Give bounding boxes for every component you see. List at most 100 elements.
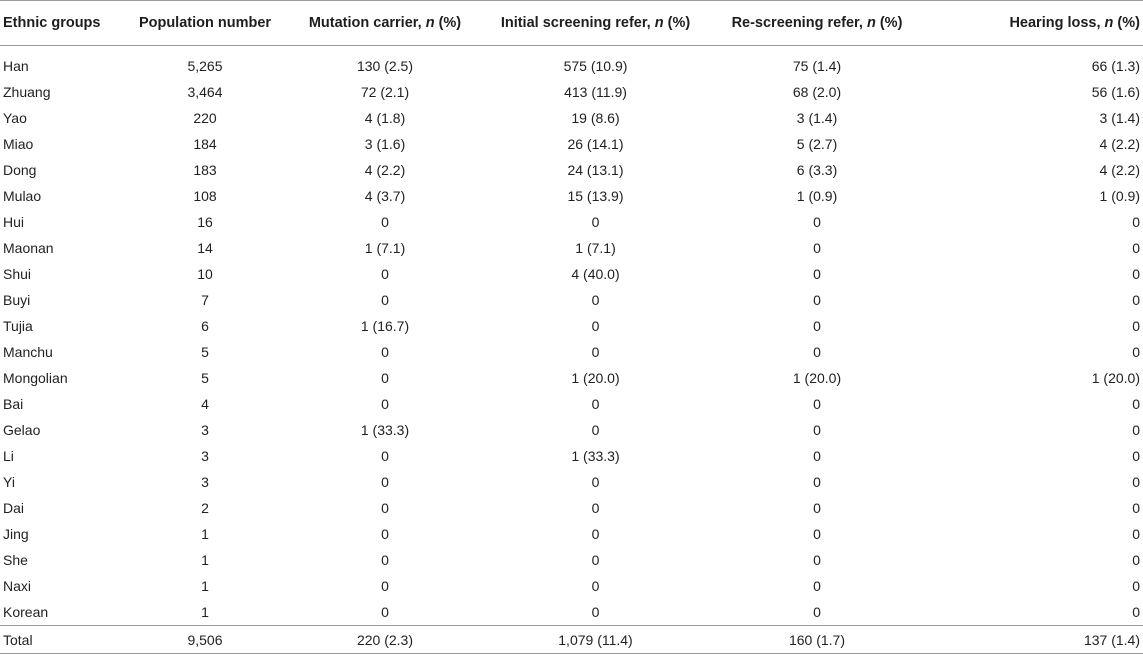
cell-mutation-carrier: 0 <box>381 292 389 308</box>
cell-re-screening-refer: 6 (3.3) <box>796 162 838 178</box>
cell-population-number: 3 <box>201 474 209 490</box>
cell-ethnic-group: Tujia <box>3 318 33 334</box>
cell-re-screening-refer: 0 <box>813 500 821 516</box>
cell-mutation-carrier: 0 <box>381 604 389 620</box>
cell-re-screening-refer: 3 (1.4) <box>796 110 838 126</box>
header-population-number: Population number <box>120 0 290 46</box>
cell-initial-screening-refer: 0 <box>591 214 600 230</box>
cell-initial-screening-refer: 19 (8.6) <box>571 110 620 126</box>
cell-re-screening-refer: 0 <box>813 240 821 256</box>
cell-mutation-carrier: 0 <box>381 396 389 412</box>
cell-initial-screening-refer: 4 (40.0) <box>571 266 620 282</box>
cell-initial-screening-refer: 0 <box>591 292 600 308</box>
header-row: Ethnic groups Population number Mutation… <box>0 0 1143 46</box>
cell-population-number: 9,506 <box>120 625 290 654</box>
cell-ethnic-group: Mongolian <box>3 370 68 386</box>
cell-hearing-loss: 0 <box>1132 526 1140 542</box>
cell-hearing-loss: 4 (2.2) <box>1099 136 1140 152</box>
cell-population-number: 7 <box>201 292 209 308</box>
table-body: Han 5,265 130 (2.5) 575 (10.9) 75 (1.4) 66 (1… <box>0 46 1143 654</box>
cell-re-screening-refer: 0 <box>813 396 821 412</box>
cell-hearing-loss: 1 (0.9) <box>1099 188 1140 204</box>
cell-population-number: 4 <box>201 396 209 412</box>
cell-hearing-loss: 0 <box>1132 344 1140 360</box>
cell-initial-screening-refer: 413 (11.9) <box>564 84 627 100</box>
cell-ethnic-group: Manchu <box>3 344 53 360</box>
cell-population-number: 108 <box>193 188 217 204</box>
cell-ethnic-group: Jing <box>3 526 29 542</box>
table-row: Dai 2 0 0 0 0 <box>0 495 1143 521</box>
cell-population-number: 5 <box>201 344 209 360</box>
cell-population-number: 3 <box>201 448 209 464</box>
cell-re-screening-refer: 1 (20.0) <box>792 370 842 386</box>
cell-mutation-carrier: 0 <box>381 266 389 282</box>
cell-population-number: 5,265 <box>187 58 223 74</box>
cell-ethnic-group: Li <box>3 448 14 464</box>
cell-mutation-carrier: 0 <box>381 526 389 542</box>
cell-mutation-carrier: 1 (33.3) <box>360 422 410 438</box>
cell-re-screening-refer: 68 (2.0) <box>792 84 842 100</box>
table-row: Han 5,265 130 (2.5) 575 (10.9) 75 (1.4) 66 (1… <box>0 46 1143 80</box>
cell-re-screening-refer: 1 (0.9) <box>796 188 838 204</box>
cell-initial-screening-refer: 1 (7.1) <box>575 240 616 256</box>
cell-re-screening-refer: 160 (1.7) <box>711 625 923 654</box>
cell-ethnic-group: Zhuang <box>3 84 51 100</box>
cell-hearing-loss: 66 (1.3) <box>1091 58 1140 74</box>
header-ethnic-groups: Ethnic groups <box>0 0 120 46</box>
cell-re-screening-refer: 0 <box>813 214 821 230</box>
table-row: Mongolian 5 0 1 (20.0) 1 (20.0) 1 (20.0) <box>0 365 1143 391</box>
cell-re-screening-refer: 0 <box>813 604 821 620</box>
cell-population-number: 3,464 <box>187 84 223 100</box>
cell-initial-screening-refer: 0 <box>591 604 600 620</box>
table-row: Zhuang 3,464 72 (2.1) 413 (11.9) 68 (2.0) 56 … <box>0 79 1143 105</box>
cell-mutation-carrier: 0 <box>381 500 389 516</box>
cell-mutation-carrier: 4 (3.7) <box>364 188 406 204</box>
cell-initial-screening-refer: 0 <box>591 318 600 334</box>
cell-population-number: 1 <box>201 526 209 542</box>
header-initial-screening-refer: Initial screening refer, n (%) <box>480 0 711 46</box>
cell-initial-screening-refer: 1 (33.3) <box>571 448 620 464</box>
cell-re-screening-refer: 0 <box>813 474 821 490</box>
cell-re-screening-refer: 0 <box>813 266 821 282</box>
cell-initial-screening-refer: 1,079 (11.4) <box>480 625 711 654</box>
cell-ethnic-group: Mulao <box>3 188 42 204</box>
cell-ethnic-group: Han <box>3 58 29 74</box>
table-row: Li 3 0 1 (33.3) 0 0 <box>0 443 1143 469</box>
cell-re-screening-refer: 5 (2.7) <box>796 136 838 152</box>
cell-ethnic-group: Dai <box>3 500 25 516</box>
cell-population-number: 184 <box>193 136 217 152</box>
table-header: Ethnic groups Population number Mutation… <box>0 0 1143 46</box>
cell-hearing-loss: 1 (20.0) <box>1091 370 1140 386</box>
cell-hearing-loss: 137 (1.4) <box>923 625 1143 654</box>
cell-re-screening-refer: 0 <box>813 526 821 542</box>
cell-ethnic-group: Bai <box>3 396 24 412</box>
cell-initial-screening-refer: 0 <box>591 422 600 438</box>
header-mutation-carrier: Mutation carrier, n (%) <box>290 0 480 46</box>
table-row: Dong 183 4 (2.2) 24 (13.1) 6 (3.3) 4 (2.2) <box>0 157 1143 183</box>
cell-ethnic-group: Maonan <box>3 240 54 256</box>
cell-population-number: 1 <box>201 578 209 594</box>
cell-re-screening-refer: 0 <box>813 578 821 594</box>
cell-initial-screening-refer: 0 <box>591 344 600 360</box>
cell-mutation-carrier: 0 <box>381 214 389 230</box>
cell-population-number: 3 <box>201 422 209 438</box>
cell-population-number: 2 <box>201 500 209 516</box>
cell-mutation-carrier: 0 <box>381 578 389 594</box>
header-hearing-loss: Hearing loss, n (%) <box>923 0 1143 46</box>
table-row: Jing 1 0 0 0 0 <box>0 521 1143 547</box>
cell-mutation-carrier: 3 (1.6) <box>364 136 406 152</box>
cell-re-screening-refer: 0 <box>813 318 821 334</box>
cell-hearing-loss: 3 (1.4) <box>1099 110 1140 126</box>
cell-mutation-carrier: 1 (7.1) <box>364 240 406 256</box>
cell-hearing-loss: 0 <box>1132 214 1140 230</box>
cell-re-screening-refer: 0 <box>813 422 821 438</box>
cell-mutation-carrier: 4 (2.2) <box>364 162 406 178</box>
cell-hearing-loss: 0 <box>1132 396 1140 412</box>
cell-ethnic-group: Shui <box>3 266 32 282</box>
cell-population-number: 6 <box>201 318 209 334</box>
table-row: She 1 0 0 0 0 <box>0 547 1143 573</box>
table-row: Hui 16 0 0 0 0 <box>0 209 1143 235</box>
cell-initial-screening-refer: 0 <box>591 396 600 412</box>
cell-ethnic-group: Miao <box>3 136 34 152</box>
cell-population-number: 220 <box>193 110 217 126</box>
